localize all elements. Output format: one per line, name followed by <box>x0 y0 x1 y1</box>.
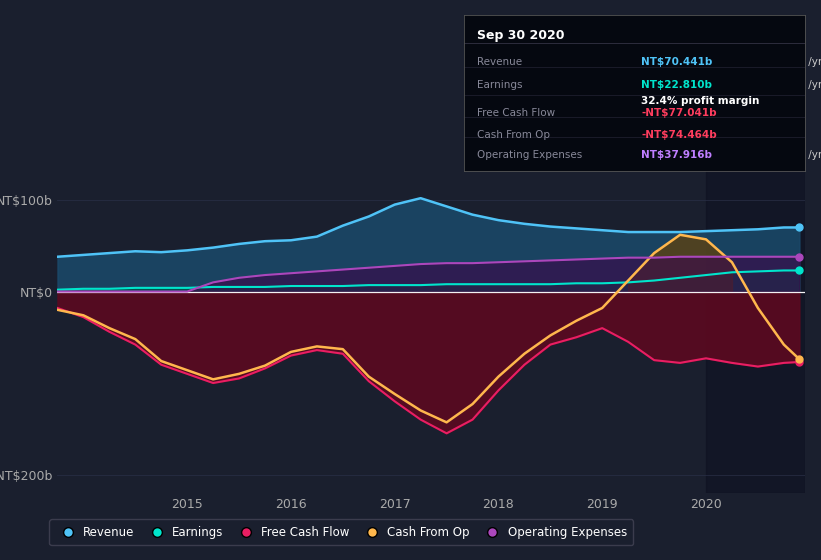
Text: Sep 30 2020: Sep 30 2020 <box>478 29 565 42</box>
Text: /yr: /yr <box>805 57 821 67</box>
Text: -NT$74.464b: -NT$74.464b <box>641 130 717 140</box>
Text: /yr: /yr <box>805 80 821 90</box>
Text: Free Cash Flow: Free Cash Flow <box>478 108 556 118</box>
Text: NT$37.916b: NT$37.916b <box>641 150 712 160</box>
Bar <box>706 168 805 493</box>
Text: Operating Expenses: Operating Expenses <box>478 150 583 160</box>
Text: Cash From Op: Cash From Op <box>478 130 551 140</box>
Text: Revenue: Revenue <box>478 57 523 67</box>
Text: -NT$77.041b: -NT$77.041b <box>641 108 717 118</box>
Text: NT$22.810b: NT$22.810b <box>641 80 712 90</box>
Text: /yr: /yr <box>805 150 821 160</box>
Text: Earnings: Earnings <box>478 80 523 90</box>
Text: NT$70.441b: NT$70.441b <box>641 57 713 67</box>
Text: 32.4% profit margin: 32.4% profit margin <box>641 96 759 106</box>
Legend: Revenue, Earnings, Free Cash Flow, Cash From Op, Operating Expenses: Revenue, Earnings, Free Cash Flow, Cash … <box>49 519 634 545</box>
